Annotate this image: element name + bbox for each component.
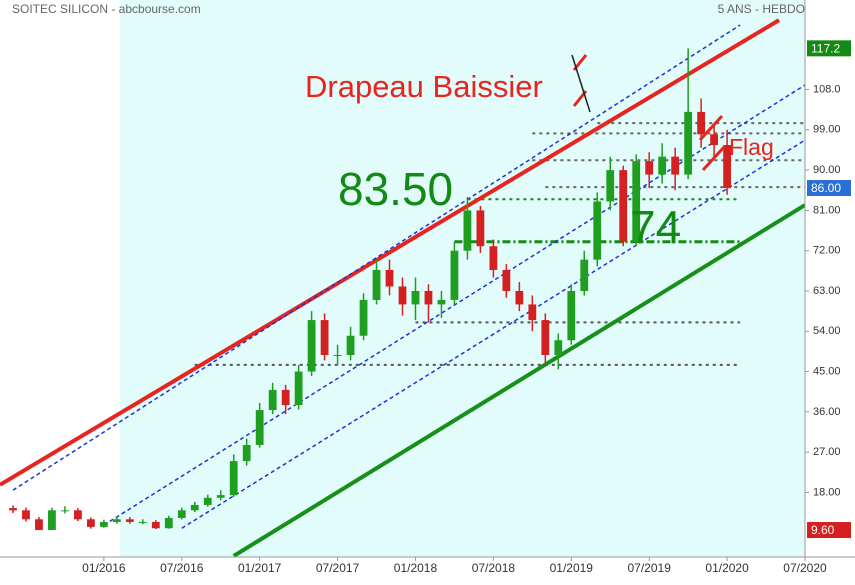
candle-body xyxy=(424,290,433,305)
candle-body xyxy=(567,290,576,341)
candle-body xyxy=(255,410,264,445)
header-left: SOITEC SILICON - abcbourse.com xyxy=(12,2,201,16)
x-tick-label: 07/2016 xyxy=(160,561,204,575)
annotation: 74 xyxy=(630,201,681,253)
y-tick-label: 18.00 xyxy=(813,486,841,498)
candle-body xyxy=(372,269,381,300)
candle-body xyxy=(658,156,667,175)
y-tick-label: 108.0 xyxy=(813,83,841,95)
candle-body xyxy=(580,259,589,291)
y-tick-label: 36.00 xyxy=(813,406,841,418)
price-marker xyxy=(807,522,851,539)
trendline xyxy=(0,18,781,487)
annotation: Drapeau Baissier xyxy=(305,69,543,104)
candle-body xyxy=(61,510,69,512)
candle-body xyxy=(9,508,17,511)
candle-body xyxy=(411,290,420,305)
y-tick-label: 90.00 xyxy=(813,164,841,176)
candle-body xyxy=(346,335,355,355)
candle-body xyxy=(684,111,693,175)
trendline xyxy=(232,203,805,557)
x-tick-label: 01/2016 xyxy=(82,561,126,575)
candle-body xyxy=(385,269,394,287)
y-tick-label: 81.00 xyxy=(813,204,841,216)
annotation: 83.50 xyxy=(338,163,453,215)
candle-body xyxy=(606,170,615,202)
candle-body xyxy=(294,371,303,406)
candle-body xyxy=(112,519,121,522)
price-marker-label: 86.00 xyxy=(811,181,841,195)
candle-body xyxy=(697,111,706,135)
candle-body xyxy=(203,497,212,505)
candle-body xyxy=(710,134,719,146)
candle-body xyxy=(177,510,186,518)
candle-body xyxy=(164,517,173,529)
candle-body xyxy=(489,246,498,270)
annotation: Flag xyxy=(729,134,774,160)
candle-body xyxy=(632,161,641,242)
price-marker-label: 117.2 xyxy=(811,42,840,56)
x-tick-label: 07/2020 xyxy=(783,561,827,575)
candle-body xyxy=(671,156,680,175)
y-tick-label: 45.00 xyxy=(813,365,841,377)
candle-body xyxy=(22,510,30,520)
candle-body xyxy=(723,145,731,189)
trendline xyxy=(181,139,805,529)
candle-body xyxy=(99,521,108,527)
candle-body xyxy=(619,170,628,242)
candle-body xyxy=(35,519,43,531)
candle-body xyxy=(190,504,199,511)
candle-body xyxy=(138,521,147,523)
candle-body xyxy=(320,320,329,355)
candle-body xyxy=(645,161,654,175)
y-tick-label: 72.00 xyxy=(813,245,841,257)
candle-body xyxy=(125,519,134,522)
candle-body xyxy=(437,299,446,305)
candle-body xyxy=(242,444,251,462)
x-tick-label: 01/2020 xyxy=(705,561,749,575)
candle-body xyxy=(463,210,472,251)
candle-body xyxy=(398,286,407,305)
candle-body xyxy=(268,389,277,411)
x-tick-label: 01/2019 xyxy=(550,561,594,575)
y-tick-label: 99.00 xyxy=(813,124,841,136)
candle-body xyxy=(48,510,56,531)
x-tick-label: 07/2017 xyxy=(316,561,360,575)
candle-body xyxy=(502,269,511,291)
candle-body xyxy=(229,461,238,496)
y-tick-label: 54.00 xyxy=(813,325,841,337)
candle-body xyxy=(476,210,485,247)
candle-body xyxy=(359,299,368,336)
flag-icon-top xyxy=(571,54,591,113)
candle-body xyxy=(151,521,160,529)
y-tick-label: 63.00 xyxy=(813,285,841,297)
candle-body xyxy=(593,201,602,260)
flag-icon-chart xyxy=(698,114,727,172)
candle-body xyxy=(86,519,95,527)
price-marker xyxy=(807,40,851,57)
x-tick-label: 07/2018 xyxy=(472,561,516,575)
x-tick-label: 01/2017 xyxy=(238,561,282,575)
candle-body xyxy=(515,290,524,305)
overlay: 117.2 86.00 9.60 xyxy=(807,40,851,539)
y-tick-label: 27.00 xyxy=(813,446,841,458)
candle-body xyxy=(74,510,82,520)
x-tick-label: 01/2018 xyxy=(394,561,438,575)
candle-body xyxy=(450,250,459,300)
price-marker xyxy=(807,180,851,197)
candle-body xyxy=(541,320,550,355)
header-right: 5 ANS - HEBDO xyxy=(718,2,805,16)
candle-body xyxy=(307,320,316,372)
candle-body xyxy=(281,389,290,406)
trendline xyxy=(12,24,741,491)
price-marker-label: 9.60 xyxy=(811,523,835,537)
candle-body xyxy=(528,304,537,321)
x-tick-label: 07/2019 xyxy=(627,561,671,575)
candle-body xyxy=(216,495,225,498)
candle-body xyxy=(333,354,342,356)
candle-body xyxy=(554,340,563,355)
plot xyxy=(0,18,805,557)
